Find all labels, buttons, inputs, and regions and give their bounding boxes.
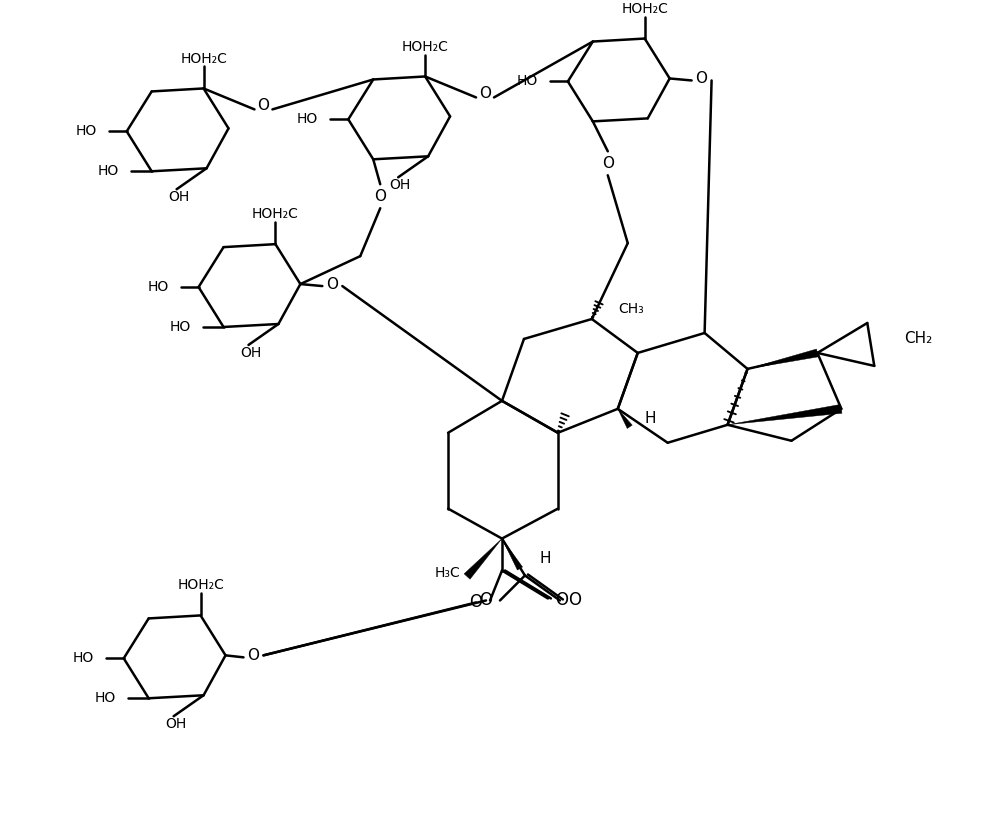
Text: HO: HO xyxy=(147,280,169,294)
Text: H: H xyxy=(645,411,656,426)
Text: OH: OH xyxy=(168,191,189,204)
Polygon shape xyxy=(464,538,502,579)
Text: HOH₂C: HOH₂C xyxy=(177,579,224,593)
Text: OH: OH xyxy=(390,178,411,192)
Text: H: H xyxy=(540,551,551,566)
Text: HOH₂C: HOH₂C xyxy=(252,207,299,222)
Text: OH: OH xyxy=(240,346,261,360)
Text: HO: HO xyxy=(76,125,97,139)
Text: HOH₂C: HOH₂C xyxy=(180,52,227,65)
Text: O: O xyxy=(602,155,614,171)
Text: O: O xyxy=(257,98,269,113)
Text: O: O xyxy=(555,591,568,609)
Text: O: O xyxy=(326,277,338,292)
Text: HO: HO xyxy=(297,112,318,126)
Polygon shape xyxy=(728,405,842,425)
Text: HO: HO xyxy=(73,651,94,665)
Text: O: O xyxy=(247,648,259,663)
Text: HO: HO xyxy=(94,691,116,706)
Text: HO: HO xyxy=(517,74,538,89)
Text: O: O xyxy=(568,591,581,609)
Text: HOH₂C: HOH₂C xyxy=(621,2,668,16)
Text: HO: HO xyxy=(169,320,191,334)
Text: HOH₂C: HOH₂C xyxy=(402,39,449,54)
Polygon shape xyxy=(502,538,523,570)
Text: O: O xyxy=(480,591,493,609)
Text: HO: HO xyxy=(97,165,119,178)
Text: CH₂: CH₂ xyxy=(904,331,932,346)
Text: H₃C: H₃C xyxy=(434,565,460,579)
Text: O: O xyxy=(374,189,386,204)
Text: CH₃: CH₃ xyxy=(618,302,644,316)
Text: O: O xyxy=(696,71,708,86)
Text: O: O xyxy=(470,594,483,611)
Polygon shape xyxy=(748,349,818,369)
Polygon shape xyxy=(618,409,632,429)
Text: OH: OH xyxy=(165,717,186,732)
Text: O: O xyxy=(479,86,491,101)
